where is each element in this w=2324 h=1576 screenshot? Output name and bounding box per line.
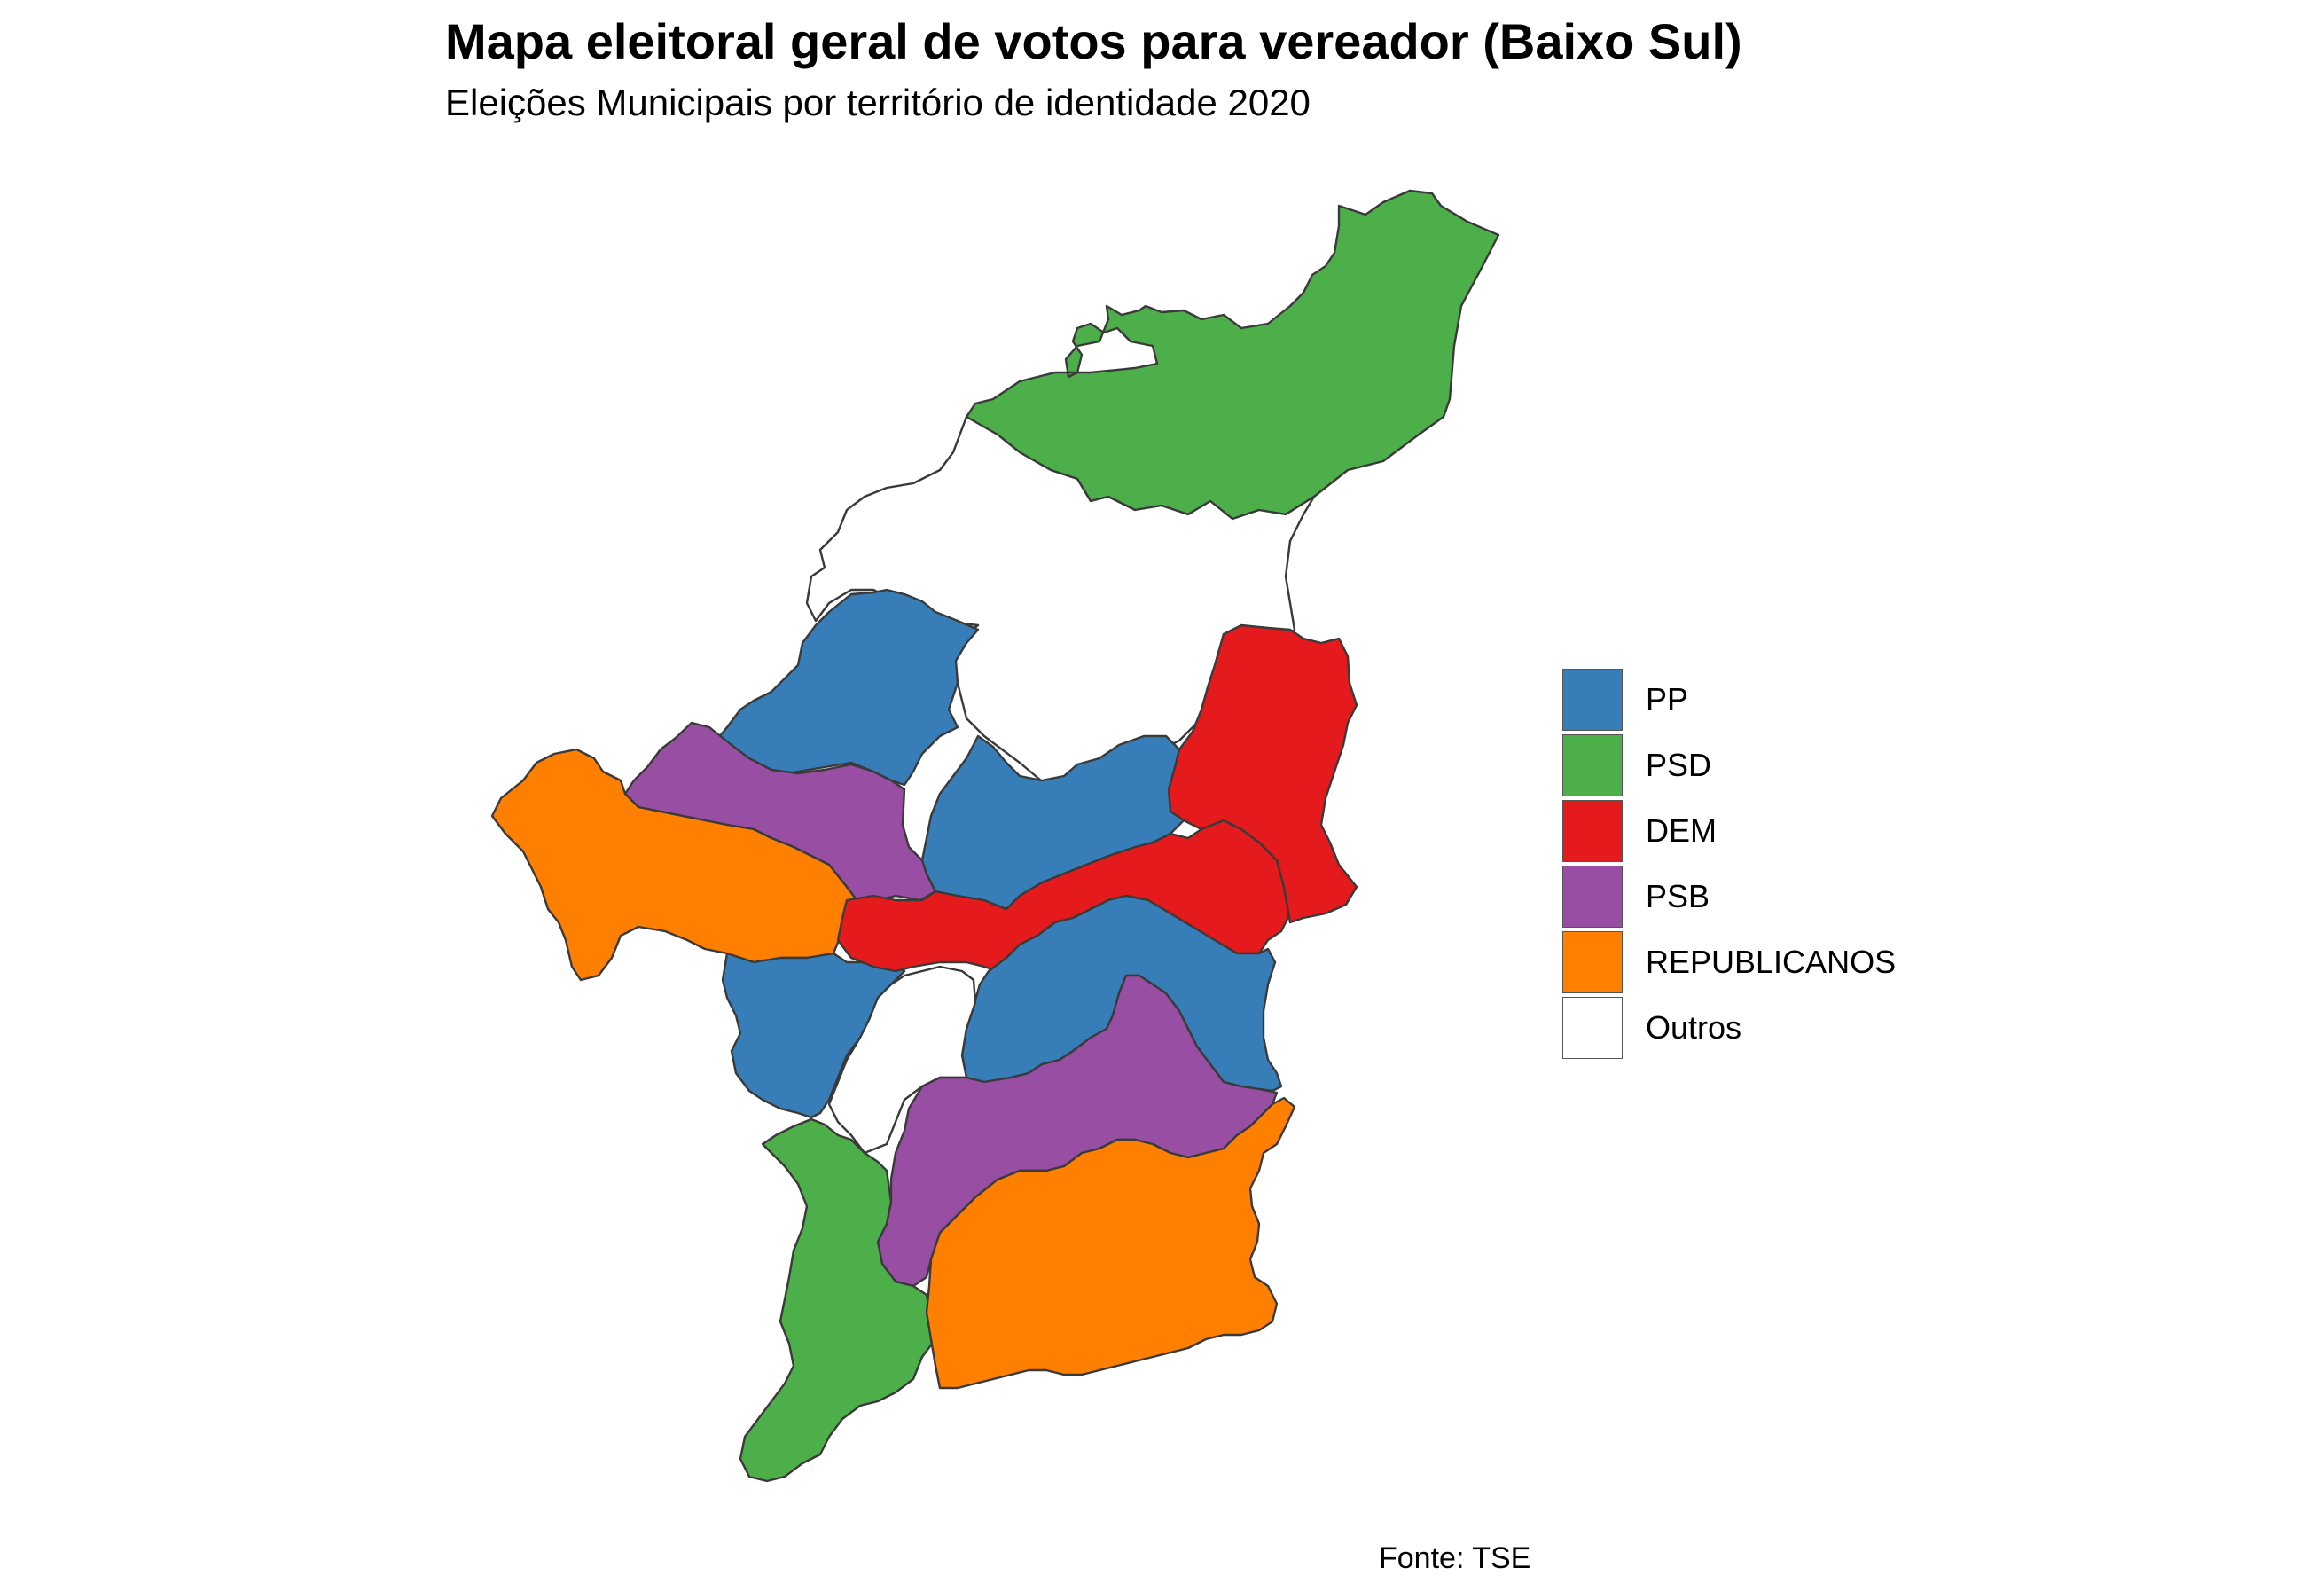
region [925, 1096, 1296, 1390]
legend-item: Outros [1562, 995, 1896, 1061]
legend-item: PSB [1562, 864, 1896, 929]
legend-swatch [1562, 866, 1623, 928]
legend-item: PSD [1562, 733, 1896, 798]
legend-item: DEM [1562, 798, 1896, 864]
legend-label: Outros [1646, 1009, 1742, 1046]
legend-swatch [1562, 997, 1623, 1059]
region [827, 965, 977, 1155]
legend-swatch [1562, 669, 1623, 731]
legend-label: REPUBLICANOS [1646, 944, 1897, 980]
legend-label: PSD [1646, 747, 1712, 783]
region [712, 588, 980, 787]
map-title: Mapa eleitoral geral de votos para verea… [445, 13, 1742, 69]
region [920, 734, 1185, 911]
legend-label: DEM [1646, 812, 1717, 849]
region [739, 1117, 937, 1483]
legend-swatch [1562, 931, 1623, 993]
region [721, 952, 906, 1119]
legend-swatch [1562, 800, 1623, 862]
legend-item: PP [1562, 667, 1896, 733]
map-caption: Fonte: TSE [1379, 1541, 1531, 1575]
map-legend: PP PSD DEM PSB REPUBLICANOS Outros [1562, 667, 1896, 1061]
legend-label: PSB [1646, 878, 1710, 914]
legend-label: PP [1646, 681, 1689, 717]
legend-item: REPUBLICANOS [1562, 929, 1896, 995]
region [965, 189, 1500, 521]
legend-swatch [1562, 734, 1623, 796]
map-subtitle: Eleições Municipais por território de id… [445, 82, 1311, 123]
